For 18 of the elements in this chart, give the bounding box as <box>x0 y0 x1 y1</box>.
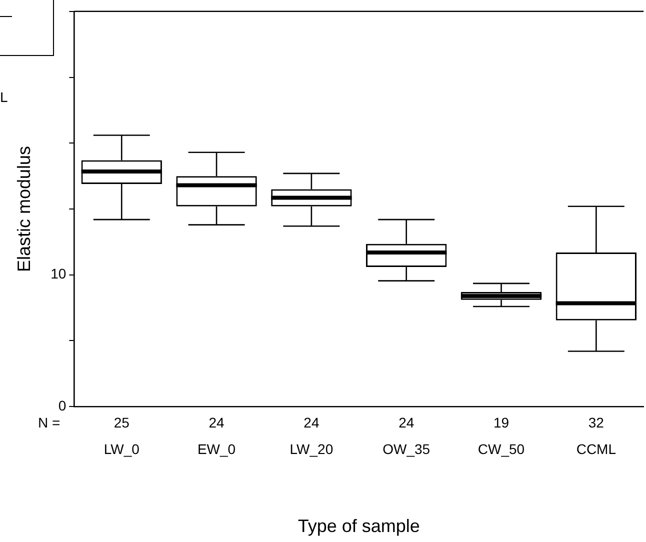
y-axis-title: Elastic modulus <box>14 146 34 272</box>
x-axis-title: Type of sample <box>298 516 420 536</box>
text: 19 <box>493 414 510 430</box>
x-tick-label: EW_0 <box>197 440 236 457</box>
y-tick-label: 0 <box>58 397 66 414</box>
text: N = <box>38 414 60 430</box>
x-tick-label: CW_50 <box>478 440 525 457</box>
text: 24 <box>398 414 414 430</box>
text: L <box>0 88 8 105</box>
y-tick-label: 10 <box>50 266 66 282</box>
text: 24 <box>208 414 225 430</box>
x-tick-label: CCML <box>576 440 616 457</box>
text: 32 <box>588 414 604 430</box>
x-tick-label: LW_20 <box>290 440 334 457</box>
text: 25 <box>114 414 130 430</box>
text: 24 <box>304 414 320 430</box>
x-tick-label: LW_0 <box>104 440 140 457</box>
x-tick-label: OW_35 <box>382 440 430 457</box>
